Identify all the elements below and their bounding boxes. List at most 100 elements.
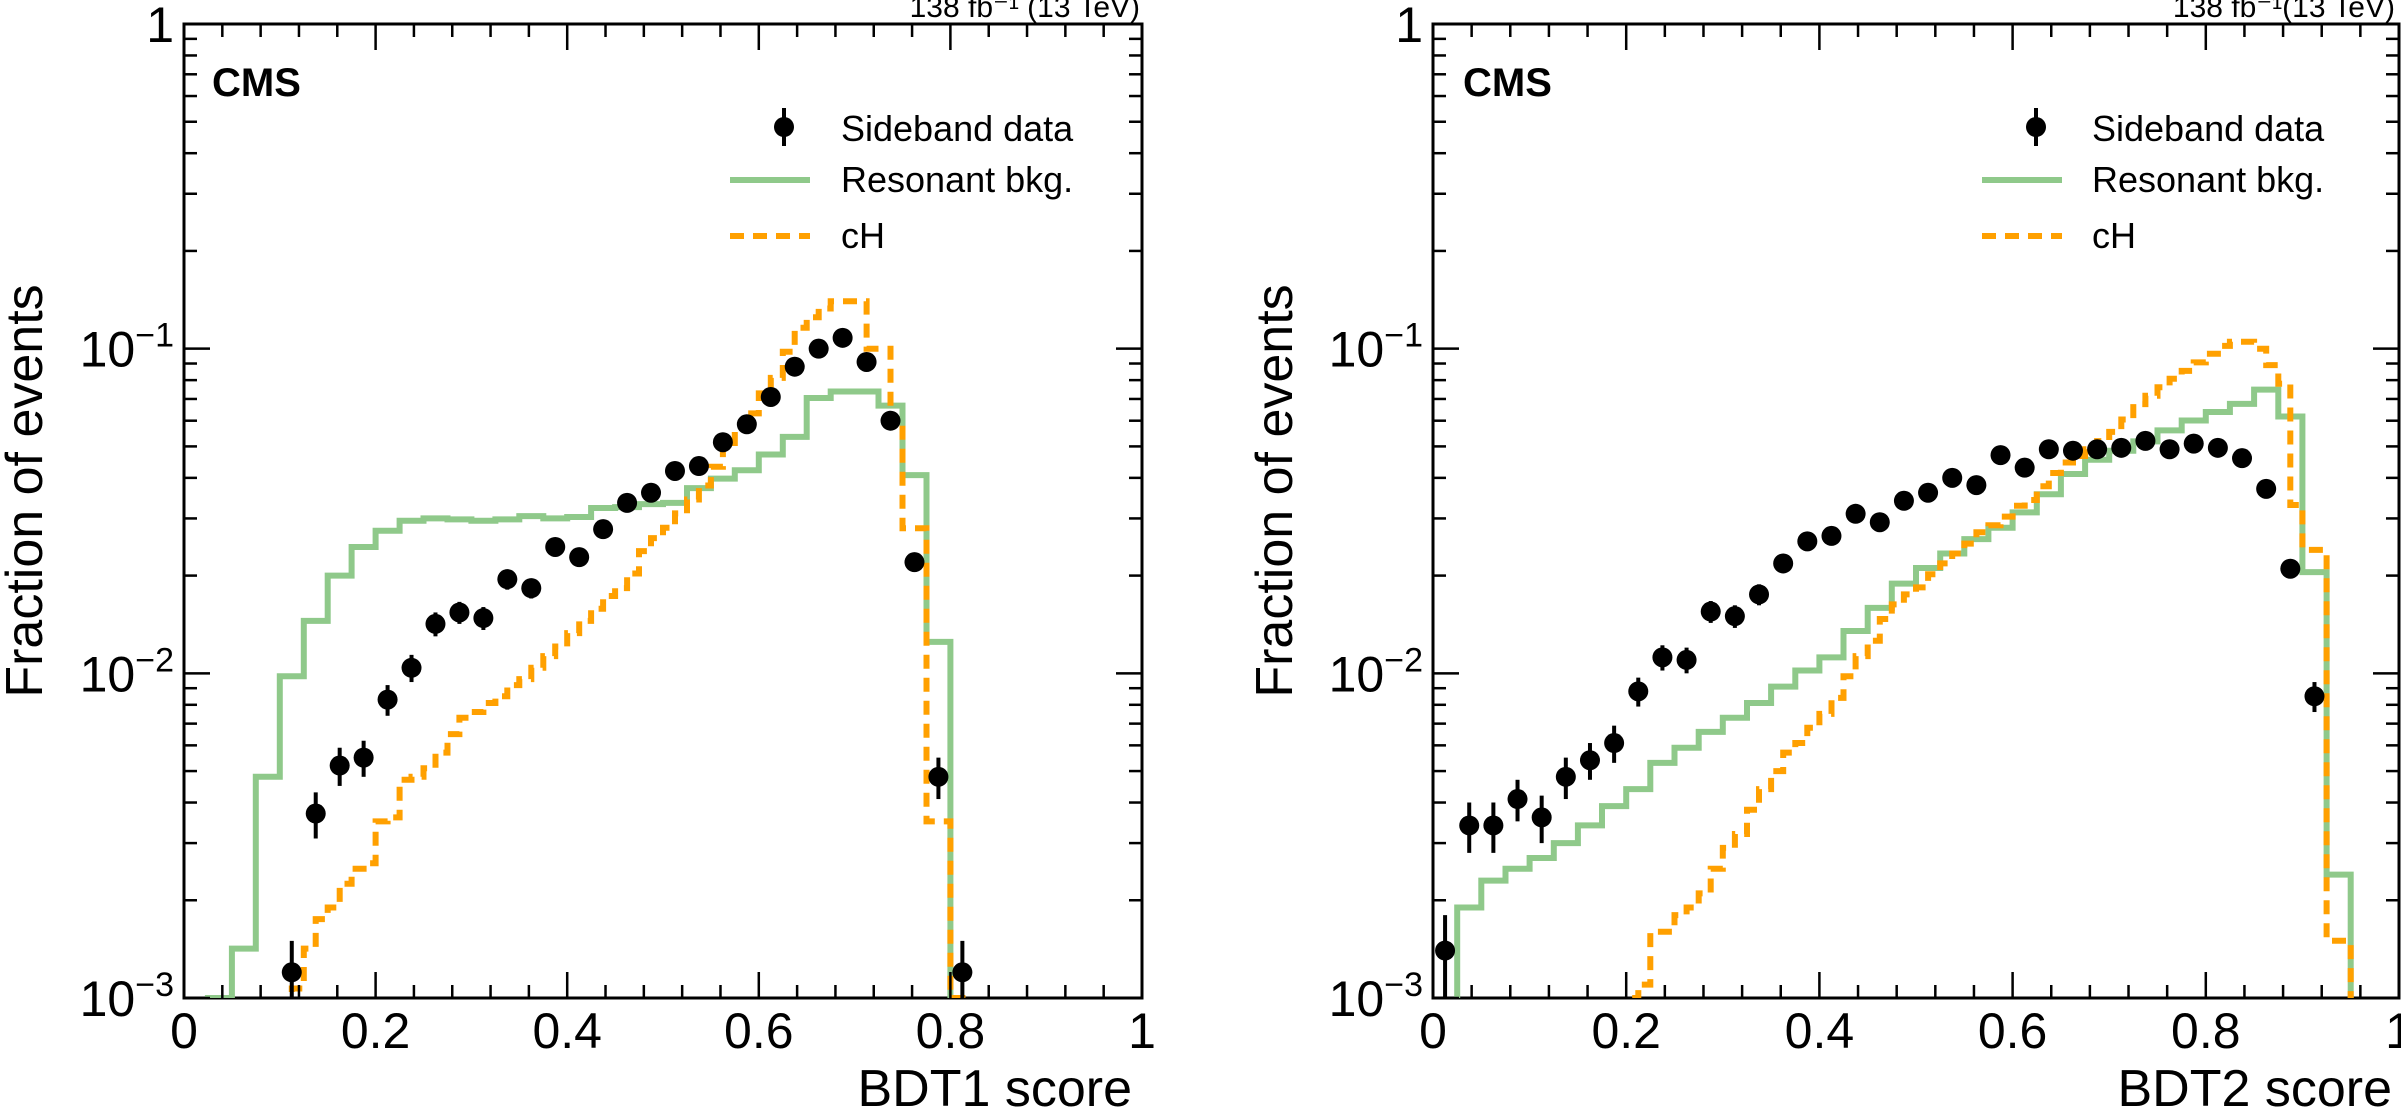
data-point-bdt1 bbox=[856, 351, 877, 372]
legend-label-data-bdt1: Sideband data bbox=[841, 108, 1074, 149]
data-point-bdt2 bbox=[2207, 437, 2228, 458]
data-point-bdt1 bbox=[593, 519, 614, 540]
x-tick-label-bdt2: 0.6 bbox=[1978, 1003, 2048, 1059]
y-tick-label-bdt1: 10−1 bbox=[80, 317, 174, 378]
y-tick-label-bdt2: 10−3 bbox=[1329, 966, 1423, 1027]
data-point-bdt1 bbox=[473, 607, 494, 630]
data-point-bdt1 bbox=[353, 740, 374, 777]
data-point-bdt1 bbox=[497, 569, 518, 590]
data-point-bdt1 bbox=[784, 356, 805, 377]
legend-bdt2: Sideband data Resonant bkg. cH bbox=[1982, 108, 2325, 256]
legend-label-data-bdt2: Sideband data bbox=[2092, 108, 2325, 149]
data-point-bdt2 bbox=[1918, 482, 1939, 503]
data-point-bdt2 bbox=[2159, 439, 2180, 460]
x-tick-label-bdt1: 0.4 bbox=[532, 1003, 602, 1059]
lumi-label-bdt2: 138 fb⁻¹(13 TeV) bbox=[2173, 0, 2395, 24]
data-point-bdt2 bbox=[2232, 448, 2253, 469]
data-point-bdt1 bbox=[425, 612, 446, 637]
data-point-bdt2 bbox=[1773, 553, 1794, 574]
data-point-bdt2 bbox=[2062, 440, 2083, 461]
legend-label-bkg-bdt2: Resonant bkg. bbox=[2092, 159, 2324, 200]
legend-label-bkg-bdt1: Resonant bkg. bbox=[841, 159, 1073, 200]
x-tick-label-bdt1: 0.2 bbox=[341, 1003, 411, 1059]
legend-marker-data-bdt1 bbox=[774, 108, 794, 146]
x-tick-label-bdt2: 0 bbox=[1419, 1003, 1447, 1059]
ch-signal-histogram-bdt2 bbox=[1623, 338, 2354, 998]
x-tick-label-bdt1: 1 bbox=[1128, 1003, 1156, 1059]
data-point-bdt2 bbox=[2304, 682, 2325, 713]
x-tick-label-bdt1: 0.6 bbox=[724, 1003, 794, 1059]
data-point-bdt2 bbox=[1628, 677, 1649, 707]
data-point-bdt1 bbox=[521, 578, 542, 599]
y-tick-label-bdt1: 1 bbox=[146, 0, 174, 53]
data-point-bdt2 bbox=[1604, 725, 1625, 763]
x-tick-label-bdt1: 0 bbox=[170, 1003, 198, 1059]
data-point-bdt1 bbox=[569, 547, 590, 568]
ch-signal-histogram-bdt1 bbox=[288, 298, 966, 998]
y-tick-label-bdt2: 1 bbox=[1395, 0, 1423, 53]
data-point-bdt1 bbox=[808, 338, 829, 359]
data-point-bdt2 bbox=[2014, 457, 2035, 478]
data-point-bdt1 bbox=[281, 940, 302, 998]
data-point-bdt2 bbox=[1483, 802, 1504, 853]
x-ticks-bdt2: 0 0.2 0.4 0.6 0.8 1 bbox=[1419, 24, 2401, 1059]
data-point-bdt2 bbox=[1676, 647, 1697, 674]
y-tick-label-bdt2: 10−2 bbox=[1329, 641, 1423, 702]
data-point-bdt1 bbox=[760, 386, 781, 407]
legend-label-ch-bdt2: cH bbox=[2092, 215, 2136, 256]
data-point-bdt1 bbox=[664, 460, 685, 481]
data-point-bdt2 bbox=[2183, 433, 2204, 454]
y-tick-label-bdt2: 10−1 bbox=[1329, 317, 1423, 378]
plot-area-bdt2 bbox=[1435, 338, 2354, 998]
panel-bdt1: 0 0.2 0.4 0.6 0.8 1 1 10−1 10−2 10−3 138 fb⁻¹ (1… bbox=[0, 0, 1156, 1112]
data-point-bdt1 bbox=[880, 410, 901, 431]
data-point-bdt1 bbox=[377, 685, 398, 716]
data-point-bdt1 bbox=[617, 492, 638, 513]
y-tick-label-bdt1: 10−2 bbox=[80, 641, 174, 702]
data-point-bdt1 bbox=[545, 536, 566, 557]
y-axis-label-bdt2: Fraction of events bbox=[1246, 284, 1304, 697]
data-point-bdt2 bbox=[1531, 795, 1552, 844]
data-point-bdt2 bbox=[1990, 445, 2011, 466]
data-point-bdt2 bbox=[1724, 605, 1745, 628]
x-tick-label-bdt2: 0.2 bbox=[1591, 1003, 1661, 1059]
data-point-bdt1 bbox=[712, 432, 733, 453]
data-point-bdt1 bbox=[928, 757, 949, 800]
data-point-bdt1 bbox=[641, 482, 662, 503]
data-point-bdt1 bbox=[904, 552, 925, 573]
panel-bdt2: 0 0.2 0.4 0.6 0.8 1 1 10−1 10−2 10−3 138 fb⁻¹(13… bbox=[1246, 0, 2401, 1112]
plot-frame-bdt2 bbox=[1431, 22, 2401, 1000]
data-point-bdt2 bbox=[1869, 512, 1890, 533]
x-tick-label-bdt2: 0.8 bbox=[2171, 1003, 2241, 1059]
data-point-bdt2 bbox=[2256, 478, 2277, 499]
data-point-bdt2 bbox=[1797, 531, 1818, 552]
cms-label-bdt1: CMS bbox=[212, 61, 301, 105]
resonant-bkg-histogram-bdt1 bbox=[204, 388, 954, 998]
data-point-bdt1 bbox=[736, 414, 757, 435]
x-axis-label-bdt2: BDT2 score bbox=[2117, 1060, 2392, 1112]
data-point-bdt2 bbox=[1555, 757, 1576, 800]
y-ticks-bdt1: 1 10−1 10−2 10−3 bbox=[80, 0, 1142, 1027]
data-point-bdt2 bbox=[1893, 490, 1914, 511]
data-point-bdt2 bbox=[1845, 503, 1866, 524]
data-point-bdt2 bbox=[1966, 475, 1987, 496]
data-point-bdt2 bbox=[1700, 601, 1721, 623]
x-tick-label-bdt2: 0.4 bbox=[1785, 1003, 1855, 1059]
data-point-bdt2 bbox=[1821, 525, 1842, 546]
data-point-bdt1 bbox=[305, 792, 326, 839]
data-point-bdt1 bbox=[688, 456, 709, 477]
data-point-bdt1 bbox=[329, 747, 350, 786]
resonant-bkg-histogram-bdt2 bbox=[1454, 386, 2354, 998]
data-point-bdt2 bbox=[2087, 439, 2108, 460]
x-tick-label-bdt2: 1 bbox=[2385, 1003, 2401, 1059]
data-point-bdt2 bbox=[1749, 584, 1770, 606]
lumi-label-bdt1: 138 fb⁻¹ (13 TeV) bbox=[910, 0, 1140, 24]
data-point-bdt2 bbox=[2135, 430, 2156, 451]
y-ticks-bdt2: 1 10−1 10−2 10−3 bbox=[1329, 0, 2399, 1027]
x-tick-label-bdt1: 0.8 bbox=[916, 1003, 986, 1059]
data-point-bdt1 bbox=[832, 327, 853, 348]
data-point-bdt2 bbox=[2111, 437, 2132, 458]
legend-bdt1: Sideband data Resonant bkg. cH bbox=[730, 108, 1074, 256]
y-tick-label-bdt1: 10−3 bbox=[80, 966, 174, 1027]
